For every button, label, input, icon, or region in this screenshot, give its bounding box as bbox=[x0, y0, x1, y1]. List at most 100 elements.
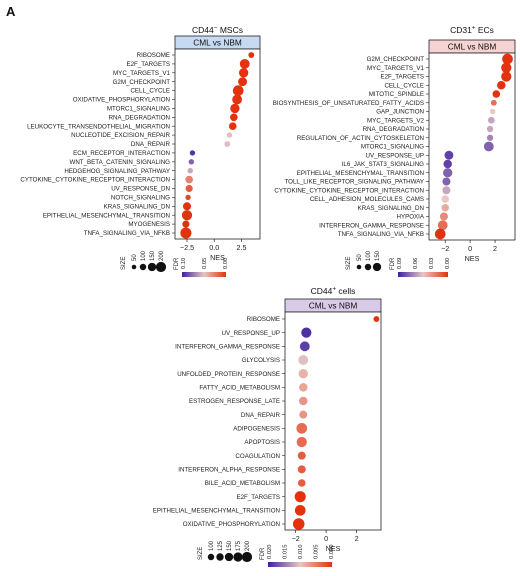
term-label: UNFOLDED_PROTEIN_RESPONSE bbox=[177, 371, 280, 378]
size-legend-title: SIZE bbox=[346, 257, 352, 270]
data-point bbox=[297, 451, 306, 460]
fdr-legend-title: FDR bbox=[390, 257, 396, 270]
term-label: GAP_JUNCTION bbox=[376, 109, 424, 116]
data-point bbox=[489, 108, 496, 115]
data-point bbox=[439, 212, 448, 221]
chart-title-superscript: + bbox=[472, 25, 476, 32]
size-legend-dot bbox=[155, 261, 167, 273]
size-legend-dot bbox=[233, 552, 243, 562]
fdr-legend-title: FDR bbox=[174, 257, 180, 270]
term-label: NUCLEOTIDE_EXCISION_REPAIR bbox=[71, 132, 170, 139]
size-legend-value: 100 bbox=[141, 250, 147, 261]
chart-title-rest: MSCs bbox=[217, 25, 243, 35]
data-point bbox=[185, 194, 191, 201]
fdr-legend: FDR 0.020 0.015 0.010 0.005 0.000 bbox=[260, 544, 335, 567]
fdr-legend: FDR 0.10 0.05 0.00 bbox=[174, 257, 229, 277]
size-legend-value: 150 bbox=[375, 250, 381, 261]
data-point bbox=[180, 227, 192, 239]
data-point bbox=[437, 220, 448, 231]
term-label: CELL_CYCLE bbox=[384, 82, 424, 89]
chart-panel-ec: CD31+ ECs CML vs NBM −2 0 2 NES G2M_CHECKPOINT… bbox=[273, 25, 516, 277]
x-tick-label: 2 bbox=[493, 244, 497, 253]
data-point bbox=[301, 327, 312, 338]
fdr-legend-tick: 0.010 bbox=[298, 544, 304, 559]
size-legend-dot bbox=[207, 553, 215, 561]
x-tick-label: 2.5 bbox=[236, 243, 246, 252]
size-legend-title: SIZE bbox=[121, 257, 127, 270]
data-point bbox=[298, 355, 309, 365]
subtitle-label: CML vs NBM bbox=[309, 301, 358, 311]
chart-title: CD31+ ECs bbox=[450, 25, 494, 36]
chart-title: CD44+ cells bbox=[311, 286, 356, 297]
chart-panel-cd44: CD44+ cells CML vs NBM −2 0 2 NES RIBOSOME UV_R… bbox=[153, 286, 382, 567]
size-legend: SIZE 50 100 150 200 bbox=[121, 250, 167, 273]
data-point bbox=[486, 134, 494, 141]
size-legend-value: 50 bbox=[132, 254, 138, 261]
fdr-legend-tick: 0.00 bbox=[445, 258, 451, 269]
fdr-legend-tick: 0.09 bbox=[397, 258, 403, 269]
fdr-legend-tick: 0.06 bbox=[413, 258, 419, 269]
data-point bbox=[188, 159, 195, 165]
x-tick-label: 2 bbox=[355, 534, 359, 543]
chart-title: CD44− MSCs bbox=[192, 25, 243, 36]
size-legend-value: 150 bbox=[227, 540, 233, 551]
fdr-legend-tick: 0.05 bbox=[202, 258, 208, 269]
chart-title-rest: cells bbox=[336, 286, 355, 296]
term-label: BIOSYNTHESIS_OF_UNSATURATED_FATTY_ACIDS bbox=[273, 100, 424, 107]
data-point bbox=[373, 316, 380, 322]
data-point bbox=[239, 59, 250, 69]
size-legend-dot bbox=[372, 262, 382, 272]
chart-title-superscript: + bbox=[332, 286, 336, 293]
term-label: MITOTIC_SPINDLE bbox=[369, 91, 424, 98]
x-axis-label: NES bbox=[465, 254, 480, 263]
term-label: WNT_BETA_CATENIN_SIGNALING bbox=[69, 159, 170, 166]
term-label: HEDGEHOG_SIGNALING_PATHWAY bbox=[64, 168, 170, 175]
data-point bbox=[299, 410, 308, 419]
term-label: RNA_DEGRADATION bbox=[363, 126, 424, 133]
x-axis-label: NES bbox=[210, 253, 225, 262]
x-tick-label: −2 bbox=[292, 534, 300, 543]
term-label: HYPOXIA bbox=[396, 214, 424, 221]
term-label: RIBOSOME bbox=[137, 52, 170, 59]
data-point bbox=[442, 177, 451, 186]
x-tick-label: 0 bbox=[468, 244, 472, 253]
term-label: FATTY_ACID_METABOLISM bbox=[199, 384, 280, 391]
term-label: BILE_ACID_METABOLISM bbox=[205, 480, 280, 487]
size-legend-title: SIZE bbox=[198, 547, 204, 560]
term-label: INTERFERON_ALPHA_RESPONSE bbox=[178, 466, 280, 473]
size-legend-dot bbox=[139, 263, 147, 271]
data-point bbox=[224, 141, 231, 147]
plot-frame bbox=[428, 52, 516, 241]
term-label: DNA_REPAIR bbox=[131, 141, 171, 148]
chart-title-base: CD44 bbox=[192, 25, 214, 35]
data-point bbox=[248, 52, 255, 58]
term-label: INTERFERON_GAMMA_RESPONSE bbox=[319, 222, 424, 229]
term-label: NOTCH_SIGNALING bbox=[111, 195, 170, 202]
subtitle-label: CML vs NBM bbox=[448, 42, 497, 52]
data-point bbox=[187, 168, 193, 174]
term-label: G2M_CHECKPOINT bbox=[367, 56, 425, 63]
fdr-legend-tick: 0.03 bbox=[429, 258, 435, 269]
term-label: E2F_TARGETS bbox=[236, 494, 280, 501]
term-label: MYC_TARGETS_V2 bbox=[367, 117, 425, 124]
data-point bbox=[501, 62, 512, 73]
term-label: CELL_CYCLE bbox=[130, 88, 170, 95]
data-point bbox=[490, 99, 497, 106]
term-label: RIBOSOME bbox=[247, 316, 280, 323]
data-point bbox=[189, 150, 196, 156]
data-point bbox=[443, 159, 452, 169]
data-point bbox=[443, 168, 453, 178]
chart-title-rest: ECs bbox=[476, 25, 494, 35]
data-point bbox=[226, 132, 233, 138]
size-legend-value: 50 bbox=[357, 254, 363, 261]
data-point bbox=[297, 479, 306, 487]
term-label: IL6_JAK_STAT3_SIGNALING bbox=[342, 161, 424, 168]
data-point bbox=[492, 90, 501, 98]
term-label: CELL_ADHESION_MOLECULES_CAMS bbox=[310, 196, 424, 203]
term-label: TNFA_SIGNALING_VIA_NFKB bbox=[84, 230, 170, 237]
data-point bbox=[185, 184, 193, 193]
x-tick-label: −2.5 bbox=[180, 243, 194, 252]
term-label: GLYCOLYSIS bbox=[242, 357, 280, 364]
term-label: MTORC1_SIGNALING bbox=[107, 106, 170, 113]
size-legend-value: 175 bbox=[236, 540, 242, 551]
